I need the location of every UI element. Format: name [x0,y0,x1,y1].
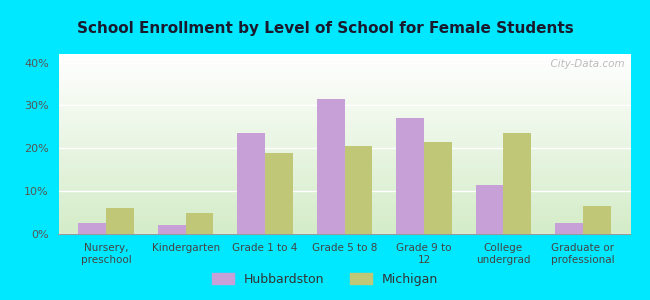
Bar [344,146,372,234]
Bar [79,223,106,234]
Bar [476,185,503,234]
Bar [503,133,531,234]
Bar [265,153,293,234]
Text: City-Data.com: City-Data.com [544,59,625,69]
Bar [555,223,583,234]
Bar [396,118,424,234]
Bar [317,99,345,234]
Bar [106,208,134,234]
Bar [424,142,452,234]
Legend: Hubbardston, Michigan: Hubbardston, Michigan [207,268,443,291]
Bar [158,225,186,234]
Bar [186,213,213,234]
Text: School Enrollment by Level of School for Female Students: School Enrollment by Level of School for… [77,21,573,36]
Bar [583,206,610,234]
Bar [237,133,265,234]
